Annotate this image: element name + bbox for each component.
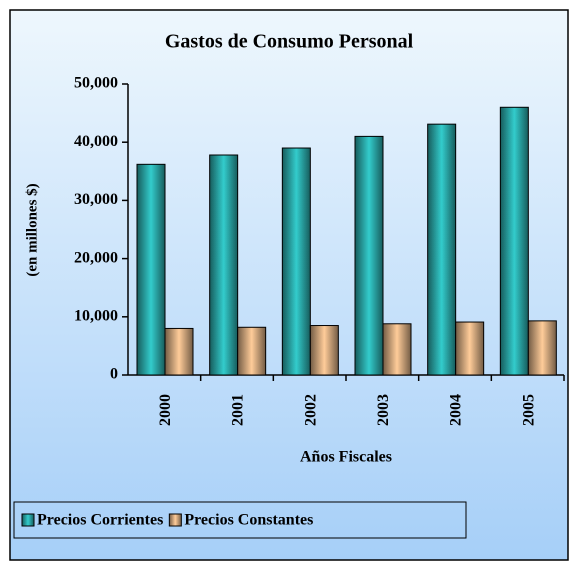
bar (237, 326, 267, 376)
y-tick-label: 20,000 (74, 249, 118, 266)
x-tick-label: 2002 (302, 394, 319, 426)
y-tick-label: 10,000 (74, 307, 118, 324)
y-axis-title: (en millones $) (24, 183, 40, 276)
bar (427, 123, 457, 376)
x-tick-label: 2004 (448, 394, 465, 426)
bar (309, 325, 339, 376)
legend-label: Precios Corrientes (37, 512, 163, 529)
bar (499, 106, 529, 376)
x-tick-label: 2001 (230, 394, 247, 426)
bar (382, 323, 412, 376)
bar (527, 320, 557, 376)
legend-swatch (21, 513, 35, 527)
y-tick-label: 40,000 (74, 133, 118, 150)
x-tick-label: 2005 (520, 394, 537, 426)
bar (209, 154, 239, 376)
x-axis-title: Años Fiscales (300, 449, 392, 466)
bar (136, 163, 166, 376)
bar (164, 327, 194, 376)
chart-title: Gastos de Consumo Personal (165, 31, 414, 53)
legend-label: Precios Constantes (184, 512, 313, 529)
bar (281, 147, 311, 376)
legend-box (13, 501, 467, 539)
y-tick-label: 30,000 (74, 191, 118, 208)
x-tick-label: 2000 (157, 394, 174, 426)
y-tick-label: 0 (110, 366, 118, 383)
legend-swatch (168, 513, 182, 527)
y-tick-label: 50,000 (74, 75, 118, 92)
x-tick-label: 2003 (375, 394, 392, 426)
bar (354, 135, 384, 376)
bar (455, 321, 485, 376)
